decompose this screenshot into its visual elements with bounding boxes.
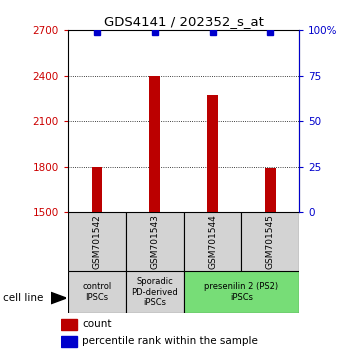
Bar — [68, 212, 126, 271]
Bar — [241, 212, 299, 271]
Bar — [68, 271, 126, 313]
Title: GDS4141 / 202352_s_at: GDS4141 / 202352_s_at — [104, 15, 264, 28]
Bar — [126, 271, 184, 313]
Text: Sporadic
PD-derived
iPSCs: Sporadic PD-derived iPSCs — [131, 277, 178, 307]
Bar — [61, 336, 76, 347]
Bar — [265, 169, 275, 212]
Text: GSM701542: GSM701542 — [92, 214, 101, 269]
Text: GSM701544: GSM701544 — [208, 214, 217, 269]
Bar — [184, 271, 299, 313]
Text: GSM701543: GSM701543 — [150, 214, 159, 269]
Bar — [207, 96, 218, 212]
Text: percentile rank within the sample: percentile rank within the sample — [82, 336, 258, 346]
Bar — [92, 167, 102, 212]
Text: presenilin 2 (PS2)
iPSCs: presenilin 2 (PS2) iPSCs — [204, 282, 278, 302]
Bar — [150, 76, 160, 212]
Polygon shape — [51, 292, 66, 304]
Bar — [184, 212, 241, 271]
Text: cell line: cell line — [3, 293, 44, 303]
Text: GSM701545: GSM701545 — [266, 214, 275, 269]
Bar — [126, 212, 184, 271]
Text: count: count — [82, 319, 112, 329]
Bar — [61, 319, 76, 330]
Text: control
IPSCs: control IPSCs — [82, 282, 112, 302]
